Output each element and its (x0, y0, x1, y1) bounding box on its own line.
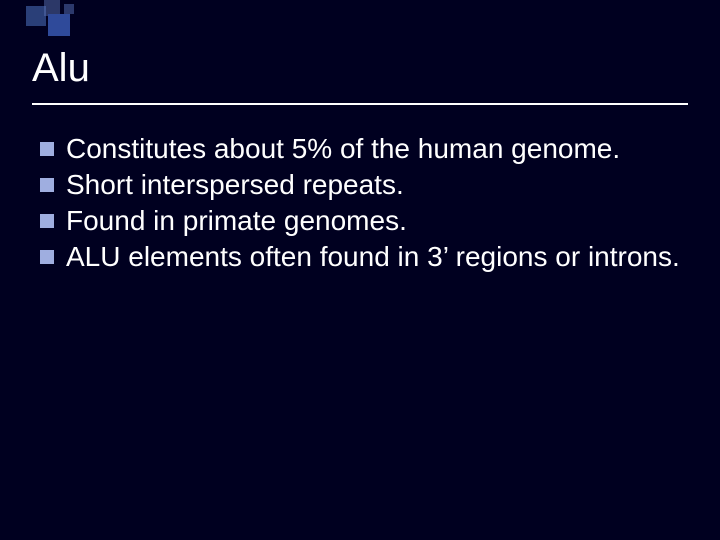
list-item: Constitutes about 5% of the human genome… (40, 132, 680, 166)
bullet-text: Short interspersed repeats. (66, 168, 680, 202)
list-item: Found in primate genomes. (40, 204, 680, 238)
title-underline (32, 103, 688, 105)
bullet-text: ALU elements often found in 3’ regions o… (66, 240, 680, 274)
deco-square-icon (64, 4, 74, 14)
header-decoration (0, 0, 720, 38)
bullet-square-icon (40, 214, 54, 228)
bullet-list: Constitutes about 5% of the human genome… (40, 132, 680, 275)
title-region: Alu (32, 46, 688, 105)
slide-title: Alu (32, 46, 688, 99)
deco-square-icon (48, 14, 70, 36)
list-item: ALU elements often found in 3’ regions o… (40, 240, 680, 274)
list-item: Short interspersed repeats. (40, 168, 680, 202)
deco-square-icon (26, 6, 46, 26)
bullet-square-icon (40, 250, 54, 264)
bullet-text: Constitutes about 5% of the human genome… (66, 132, 680, 166)
bullet-square-icon (40, 142, 54, 156)
bullet-square-icon (40, 178, 54, 192)
slide: Alu Constitutes about 5% of the human ge… (0, 0, 720, 540)
content-region: Constitutes about 5% of the human genome… (40, 132, 680, 277)
bullet-text: Found in primate genomes. (66, 204, 680, 238)
